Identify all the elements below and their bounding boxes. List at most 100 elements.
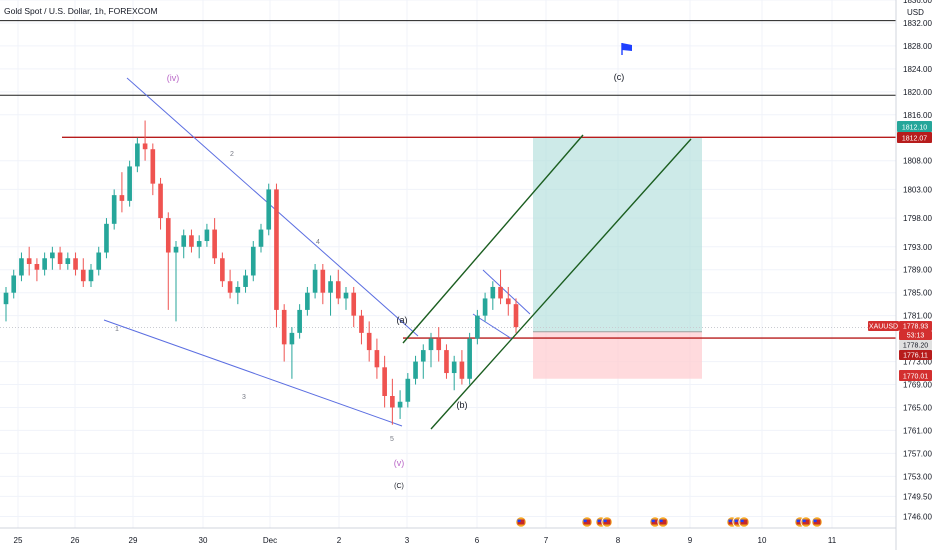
x-tick-label: 26 <box>71 536 80 545</box>
economic-event-icon <box>601 516 613 528</box>
candle-body <box>366 332 372 351</box>
candle-body <box>220 258 225 282</box>
currency-label: USD <box>907 8 924 17</box>
price-tag-bg <box>897 132 932 143</box>
candle-body <box>173 246 179 253</box>
flag-canton-icon <box>802 519 806 523</box>
candle-body <box>444 350 449 374</box>
candle-body <box>359 315 364 333</box>
price-tag: 1776.11 <box>899 350 932 360</box>
candle-body <box>96 252 102 270</box>
price-tags: 1812.10 1812.07 XAUUSD 1778.93 53:13 1778.20 1… <box>868 121 932 381</box>
y-tick-label: 1824.00 <box>903 65 932 74</box>
flag-canton-icon <box>659 519 663 523</box>
channel-line <box>103 319 403 427</box>
chart-title: Gold Spot / U.S. Dollar, 1h, FOREXCOM <box>4 6 158 16</box>
candle-body <box>436 338 442 351</box>
flag-canton-icon <box>597 519 601 523</box>
y-tick-label: 1828.00 <box>903 42 932 51</box>
wave-label-a: (a) <box>397 315 408 325</box>
x-tick-label: 25 <box>14 536 23 545</box>
economic-event-icon <box>515 516 527 528</box>
y-tick-label: 1836.00 <box>903 0 932 5</box>
candle-body <box>335 281 341 299</box>
candle-body <box>34 264 40 270</box>
candle-body <box>142 143 148 150</box>
economic-event-icon <box>657 516 669 528</box>
candles <box>3 120 519 425</box>
candle-body <box>65 258 71 264</box>
channel-line <box>430 138 692 430</box>
y-tick-label: 1769.00 <box>903 381 932 390</box>
economic-events <box>515 516 823 528</box>
candle-body <box>413 361 418 379</box>
candle-body <box>513 304 519 328</box>
y-tick-label: 1816.00 <box>903 111 932 120</box>
channel-line <box>482 269 531 315</box>
price-tag: XAUUSD <box>868 321 899 331</box>
x-tick-label: 7 <box>544 536 549 545</box>
economic-event-icon <box>800 516 812 528</box>
economic-event-icon <box>811 516 823 528</box>
flag-stripes-icon <box>603 519 611 525</box>
candle-body <box>212 229 217 259</box>
x-tick-label: 30 <box>199 536 208 545</box>
candle-body <box>405 378 411 402</box>
y-tick-label: 1757.00 <box>903 449 932 458</box>
candle-body <box>459 361 465 379</box>
flag-stripes-icon <box>813 519 821 525</box>
price-tag-bg <box>868 321 899 331</box>
wave-label-5: 5 <box>390 436 394 443</box>
x-tick-label: 29 <box>129 536 138 545</box>
candle-body <box>111 195 117 224</box>
grid <box>0 0 896 528</box>
wave-label-3: 3 <box>242 394 246 401</box>
x-tick-label: 9 <box>688 536 693 545</box>
wave-label-4: 4 <box>316 239 320 246</box>
y-tick-label: 1793.00 <box>903 243 932 252</box>
candle-body <box>320 269 326 293</box>
wave-label-1: 1 <box>115 326 119 333</box>
candle-body <box>119 195 125 201</box>
flag-stripes-icon <box>651 519 659 525</box>
price-tag: 1812.10 <box>897 121 932 132</box>
price-tag-label: XAUUSD <box>869 324 898 331</box>
flag-canton-icon <box>603 519 607 523</box>
price-tag-label: 53:13 <box>907 333 925 340</box>
candle-body <box>490 286 496 299</box>
flag-canton-icon <box>583 519 587 523</box>
x-tick-label: 10 <box>758 536 767 545</box>
price-tag: 1778.93 <box>899 321 932 331</box>
candle-body <box>297 309 302 333</box>
price-tag: 53:13 <box>899 331 932 340</box>
position-zones <box>533 137 702 379</box>
candle-body <box>243 275 248 287</box>
y-tick-label: 1773.00 <box>903 358 932 367</box>
wave-label-2: 2 <box>230 151 234 158</box>
price-tag-label: 1812.07 <box>902 136 927 143</box>
flag-stripes-icon <box>728 519 736 525</box>
price-tag-bg <box>897 121 932 132</box>
wave-label-v: (v) <box>394 458 405 468</box>
candle-body <box>351 292 357 316</box>
flag-canton-icon <box>734 519 738 523</box>
economic-event-icon <box>581 516 593 528</box>
y-tick-label: 1785.00 <box>903 289 932 298</box>
candle-body <box>305 292 310 310</box>
price-tag: 1812.07 <box>897 132 932 143</box>
wave-label-C: (C) <box>394 483 404 490</box>
profit-zone <box>533 137 702 332</box>
candle-body <box>50 252 55 259</box>
flag-canton-icon <box>728 519 732 523</box>
candle-body <box>165 218 171 253</box>
candle-body <box>227 281 233 293</box>
y-tick-label: 1753.00 <box>903 472 932 481</box>
flag-stripes-icon <box>659 519 667 525</box>
candle-body <box>428 338 434 351</box>
x-tick-label: 2 <box>337 536 342 545</box>
y-tick-label: 1789.00 <box>903 266 932 275</box>
candle-body <box>451 361 457 374</box>
candle-body <box>127 166 132 201</box>
